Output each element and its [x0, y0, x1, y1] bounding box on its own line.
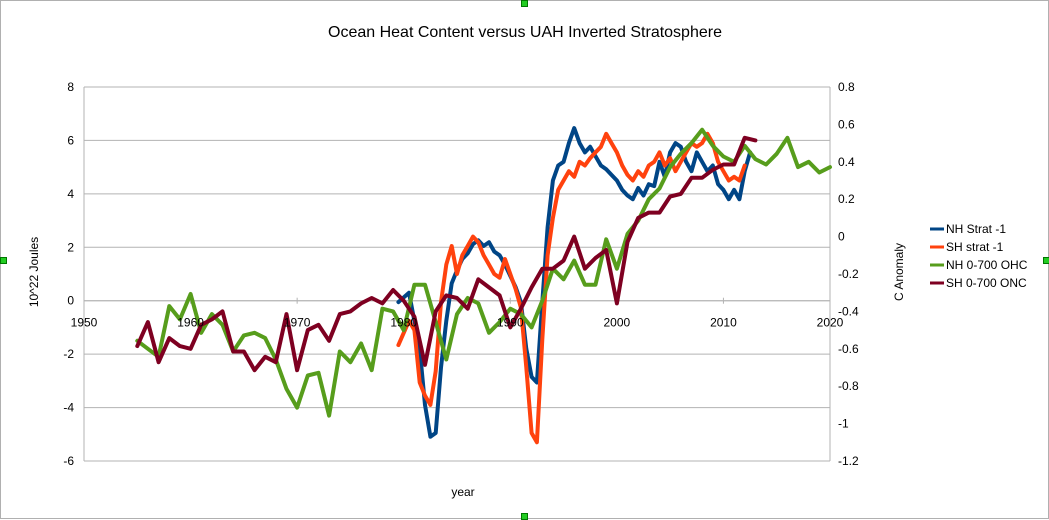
legend: NH Strat -1 SH strat -1 NH 0-700 OHC SH 0-7…: [930, 222, 1028, 290]
legend-label: SH 0-700 ONC: [946, 276, 1027, 290]
x-tick-label: 2000: [604, 316, 631, 330]
y-right-tick-label: 0.2: [838, 192, 855, 206]
y-left-tick-label: 8: [67, 80, 74, 94]
x-tick-label: 1990: [497, 316, 524, 330]
legend-label: NH 0-700 OHC: [946, 258, 1028, 272]
y-right-tick-label: -0.4: [838, 304, 859, 318]
y-left-tick-label: 0: [67, 294, 74, 308]
y-left-tick-label: -2: [63, 347, 74, 361]
legend-label: SH strat -1: [946, 240, 1004, 254]
x-tick-label: 1980: [390, 316, 417, 330]
series-line-sh-0-700-onc: [135, 135, 758, 373]
series-line-nh-strat-1: [396, 126, 753, 439]
legend-label: NH Strat -1: [946, 222, 1006, 236]
x-tick-label: 1950: [71, 316, 98, 330]
y-right-tick-label: -0.8: [838, 379, 859, 393]
y-left-tick-label: 2: [67, 240, 74, 254]
x-tick-label: 2020: [817, 316, 844, 330]
y-right-tick-label: -1: [838, 417, 849, 431]
y-left-tick-label: -6: [63, 454, 74, 468]
x-axis-label: year: [451, 485, 474, 499]
y-right-tick-label: 0.6: [838, 117, 855, 131]
chart-title: Ocean Heat Content versus UAH Inverted S…: [328, 24, 722, 41]
x-tick-label: 1970: [284, 316, 311, 330]
y-right-tick-label: 0.4: [838, 155, 855, 169]
y-right-tick-label: 0: [838, 230, 845, 244]
selection-handle-top[interactable]: [521, 0, 528, 7]
selection-handle-left[interactable]: [0, 257, 7, 264]
series-line-nh-0-700-ohc: [135, 127, 832, 418]
x-tick-label: 1960: [177, 316, 204, 330]
y-left-tick-label: 4: [67, 187, 74, 201]
x-tick-label: 2010: [710, 316, 737, 330]
y-right-tick-label: -0.6: [838, 342, 859, 356]
y-right-tick-label: -1.2: [838, 454, 859, 468]
y-axis-right-label: C Anomaly: [892, 243, 906, 301]
y-axis-left-label: 10^22 Joules: [27, 237, 41, 307]
y-right-tick-label: 0.8: [838, 80, 855, 94]
y-left-tick-label: 6: [67, 133, 74, 147]
y-left-tick-label: -4: [63, 401, 74, 415]
selection-handle-right[interactable]: [1043, 257, 1049, 264]
y-right-tick-label: -0.2: [838, 267, 859, 281]
